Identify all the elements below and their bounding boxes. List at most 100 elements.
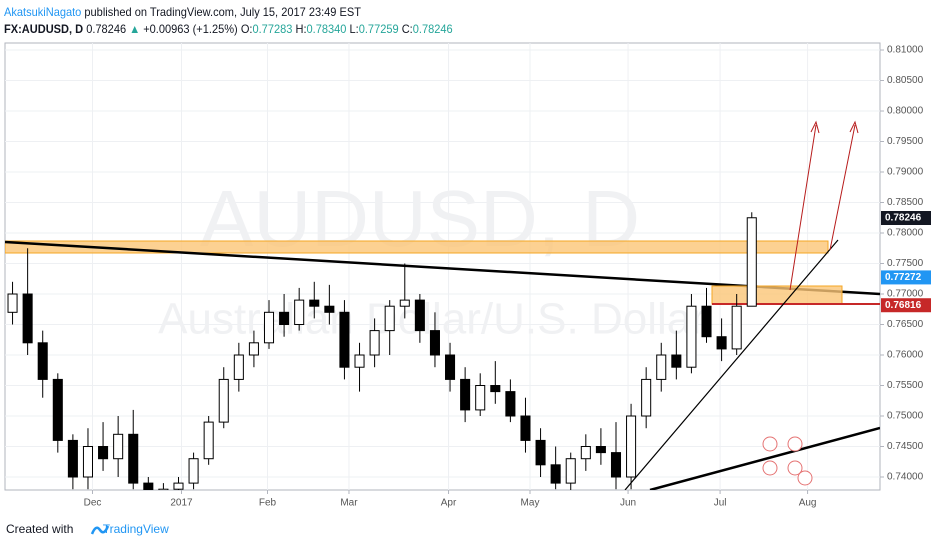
support-zone — [711, 285, 843, 305]
candle-body — [233, 354, 244, 380]
candle-body — [550, 464, 561, 484]
created-with: Created with — [6, 522, 74, 536]
candle-body — [324, 305, 335, 313]
candle-body — [641, 378, 652, 417]
candle-body — [188, 458, 199, 484]
arrow-up — [789, 120, 820, 291]
high: 0.78340 — [306, 22, 347, 36]
low: 0.77259 — [358, 22, 399, 36]
last: 0.78246 — [86, 22, 127, 36]
price-label-box — [881, 270, 931, 285]
grid — [5, 43, 880, 490]
candle-body — [595, 446, 606, 454]
candle-body — [535, 439, 546, 466]
candle-body — [399, 299, 410, 307]
c-label: C: — [401, 22, 413, 36]
y-tick-label: 0.74000 — [887, 472, 924, 483]
published: published on TradingView.com, July 15, 2… — [84, 5, 361, 19]
h-label: H: — [295, 22, 307, 36]
y-tick-label: 0.81000 — [887, 45, 924, 56]
candle-body — [82, 446, 93, 478]
candle-body — [294, 299, 305, 326]
candle-body — [113, 433, 124, 460]
y-tick-label: 0.79500 — [887, 136, 924, 147]
candle-body — [384, 305, 395, 332]
price-label: 0.76816 — [885, 300, 922, 311]
trend-line — [5, 240, 880, 296]
candle-body — [656, 354, 667, 380]
chart: AUDUSD, D Australian Dollar/U.S. Dollar … — [4, 42, 931, 509]
y-tick-label: 0.79000 — [887, 167, 924, 178]
candle-body — [309, 299, 320, 307]
y-tick-label: 0.76500 — [887, 319, 924, 330]
author[interactable]: AkatsukiNagato — [4, 5, 82, 19]
candle-body — [716, 336, 727, 350]
candle-body — [414, 299, 425, 332]
o-label: O: — [240, 22, 253, 36]
candle-body — [203, 421, 214, 460]
symbol: FX:AUDUSD, D — [4, 22, 84, 36]
candle-body — [580, 446, 591, 460]
candle-body — [520, 415, 531, 441]
close: 0.78246 — [412, 22, 453, 36]
y-tick-label: 0.75000 — [887, 411, 924, 422]
candle-body — [626, 415, 637, 478]
footer: Created with TradingView — [6, 522, 169, 536]
quote-line: FX:AUDUSD, D 0.78246 ▲ +0.00963 (+1.25%)… — [4, 21, 453, 38]
candle-body — [746, 217, 757, 307]
y-tick-label: 0.77000 — [887, 289, 924, 300]
x-tick-label: Jun — [620, 498, 636, 509]
logo — [90, 525, 110, 535]
candle-body — [37, 342, 48, 380]
price-label: 0.77272 — [885, 272, 922, 283]
x-tick-label: Apr — [441, 498, 457, 509]
price-label: 0.78246 — [885, 213, 922, 224]
candle-body — [475, 385, 486, 411]
y-tick-label: 0.75500 — [887, 380, 924, 391]
candle-body — [671, 354, 682, 368]
plot-frame — [4, 42, 881, 491]
y-tick-label: 0.78000 — [887, 228, 924, 239]
x-tick-label: May — [521, 498, 540, 509]
candle-body — [731, 305, 742, 350]
candle-body — [505, 391, 516, 417]
candle-body — [263, 311, 275, 344]
y-tick-label: 0.77500 — [887, 258, 924, 269]
brand[interactable]: TradingView — [102, 522, 169, 536]
candle-body — [7, 293, 18, 313]
rising-trend — [624, 239, 839, 490]
arrow: ▲ — [129, 22, 141, 36]
candle-body — [248, 342, 259, 356]
x-tick-label: Mar — [340, 498, 358, 509]
y-tick-label: 0.80000 — [887, 106, 924, 117]
y-tick-label: 0.78500 — [887, 197, 924, 208]
candle-body — [98, 446, 109, 460]
candle-body — [143, 482, 154, 490]
x-tick-label: Jul — [714, 498, 727, 509]
candle-body — [701, 305, 712, 338]
lower-trend — [649, 426, 880, 490]
drawings — [5, 120, 880, 490]
candles — [7, 212, 757, 490]
candle-body — [460, 378, 471, 411]
candle-body — [339, 311, 350, 368]
arrow-up — [829, 120, 859, 251]
candle-body — [128, 433, 139, 484]
candle-body — [429, 330, 440, 356]
candle-body — [218, 378, 229, 423]
candle-body — [610, 452, 622, 478]
y-tick-label: 0.76000 — [887, 350, 924, 361]
header: AkatsukiNagato published on TradingView.… — [4, 4, 453, 38]
resistance-zone — [5, 240, 829, 254]
candle-body — [279, 311, 290, 326]
candle-body — [565, 458, 576, 484]
candle-body — [67, 439, 78, 478]
y-tick-label: 0.80500 — [887, 75, 924, 86]
candle-body — [490, 385, 501, 393]
price-label-box — [881, 298, 931, 313]
y-tick-label: 0.74500 — [887, 441, 924, 452]
price-label-box — [881, 211, 931, 226]
candle-body — [173, 482, 184, 490]
open: 0.77283 — [252, 22, 293, 36]
